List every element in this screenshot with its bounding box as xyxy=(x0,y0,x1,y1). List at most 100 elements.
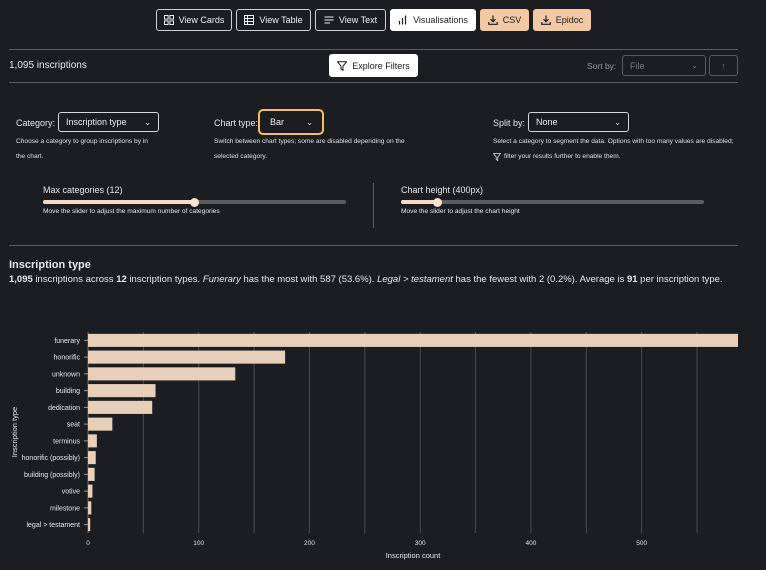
split-help-line: Select a category to segment the data. O… xyxy=(493,138,734,145)
bar-building-possibly[interactable] xyxy=(88,467,95,481)
x-tick-label: 0 xyxy=(86,540,90,547)
sort-direction-button[interactable]: ↑ xyxy=(709,55,738,76)
summary-average: 91 xyxy=(626,274,638,285)
y-tick-label: building xyxy=(56,388,80,395)
bar-legal-testament[interactable] xyxy=(88,518,91,532)
view-table-button[interactable]: View Table xyxy=(236,9,311,31)
split-value: None xyxy=(536,117,558,127)
chart-height-label: Chart height (400px) xyxy=(401,185,484,195)
chart-type-help-line: Switch between chart types; some are dis… xyxy=(214,138,405,145)
category-help-line: the chart. xyxy=(16,153,44,160)
category-value: Inscription type xyxy=(66,117,127,127)
chart-type-select[interactable]: Bar ⌄ xyxy=(262,112,321,132)
bar-honorific-possibly[interactable] xyxy=(88,451,96,465)
result-count: 1,095 inscriptions xyxy=(9,60,87,71)
bar-unknown[interactable] xyxy=(88,367,236,381)
chart-type-focus-ring xyxy=(258,109,324,135)
category-help-line: Choose a category to group inscriptions … xyxy=(16,138,148,145)
y-tick-label: terminus xyxy=(53,438,80,445)
view-cards-label: View Cards xyxy=(178,15,225,25)
bar-votive[interactable] xyxy=(88,484,93,498)
chevron-down-icon: ⌄ xyxy=(691,61,698,70)
summary-text: per inscription type. xyxy=(637,274,723,285)
divider xyxy=(9,82,738,83)
summary-text: has the fewest with 2 (0.2%). Average is xyxy=(452,274,627,285)
divider xyxy=(9,49,738,50)
view-text-button[interactable]: View Text xyxy=(315,9,386,31)
divider xyxy=(9,245,738,246)
x-tick-label: 400 xyxy=(526,540,537,547)
y-tick-labels: funerary honorific unknown building dedicati… xyxy=(22,338,88,529)
summary-total: 1,095 xyxy=(9,274,33,285)
chart-height-slider-fill xyxy=(401,200,438,204)
summary-types: 12 xyxy=(116,274,127,285)
bar-terminus[interactable] xyxy=(88,434,97,448)
filter-icon xyxy=(337,60,348,71)
view-table-label: View Table xyxy=(259,15,303,25)
summary-text: inscription types. xyxy=(126,274,203,285)
text-lines-icon xyxy=(324,16,334,24)
download-icon xyxy=(540,15,551,25)
chevron-down-icon: ⌄ xyxy=(144,117,151,127)
bar-seat[interactable] xyxy=(88,417,113,431)
y-tick-label: legal > testament xyxy=(26,522,80,529)
download-icon xyxy=(487,15,498,25)
max-categories-help: Move the slider to adjust the maximum nu… xyxy=(43,208,220,215)
view-text-label: View Text xyxy=(338,15,378,25)
view-cards-button[interactable]: View Cards xyxy=(156,9,232,31)
chart-type-label: Chart type: xyxy=(214,118,259,128)
slider-divider xyxy=(373,183,374,228)
y-tick-label: milestone xyxy=(50,505,80,512)
category-label: Category: xyxy=(16,118,56,128)
x-tick-label: 200 xyxy=(304,540,315,547)
split-help-line: filter your results further to enable th… xyxy=(493,149,733,164)
x-tick-label: 300 xyxy=(415,540,426,547)
y-tick-label: dedication xyxy=(48,405,80,412)
chart-type-help-line: selected category. xyxy=(214,153,268,160)
bar-dedication[interactable] xyxy=(88,400,153,414)
bar-funerary[interactable] xyxy=(88,333,738,347)
table-icon xyxy=(244,15,255,25)
grid-icon xyxy=(163,15,174,25)
csv-download-button[interactable]: CSV xyxy=(480,9,529,31)
visualisations-button[interactable]: Visualisations xyxy=(390,9,476,31)
explore-filters-label: Explore Filters xyxy=(352,60,410,71)
y-tick-label: unknown xyxy=(52,371,80,378)
x-tick-labels: 0 100 200 300 400 500 xyxy=(86,540,647,547)
max-categories-slider-fill xyxy=(43,200,195,204)
y-tick-label: funerary xyxy=(54,338,80,345)
y-tick-label: seat xyxy=(67,422,80,429)
epidoc-download-button[interactable]: Epidoc xyxy=(533,9,591,31)
bar-honorific[interactable] xyxy=(88,350,286,364)
max-categories-label: Max categories (12) xyxy=(43,185,123,195)
x-axis-title: Inscription count xyxy=(386,551,442,560)
chart-height-slider-thumb[interactable] xyxy=(432,197,442,207)
max-categories-slider[interactable] xyxy=(43,197,346,207)
category-select[interactable]: Inscription type ⌄ xyxy=(58,112,159,132)
split-select[interactable]: None ⌄ xyxy=(528,112,629,132)
visualisations-label: Visualisations xyxy=(413,15,468,25)
chart-type-help: Switch between chart types; some are dis… xyxy=(214,134,405,164)
chart-height-slider[interactable] xyxy=(401,197,704,207)
chevron-down-icon: ⌄ xyxy=(306,117,313,127)
summary-most-name: Funerary xyxy=(202,274,241,285)
y-tick-label: votive xyxy=(62,489,80,496)
y-axis-title: Inscription type xyxy=(10,407,19,457)
chart-grid xyxy=(87,332,698,533)
x-tick-label: 500 xyxy=(636,540,647,547)
chart-section-title: Inscription type xyxy=(9,259,91,271)
max-categories-slider-thumb[interactable] xyxy=(190,197,199,207)
x-tick-label: 100 xyxy=(193,540,204,547)
chart-bars xyxy=(88,333,738,532)
split-label: Split by: xyxy=(493,118,526,128)
sort-select[interactable]: File ⌄ xyxy=(622,55,706,76)
split-help: Select a category to segment the data. O… xyxy=(493,134,733,164)
summary-text: inscriptions across xyxy=(32,274,117,285)
chart-type-value: Bar xyxy=(270,117,285,127)
sort-value: File xyxy=(630,60,645,71)
bar-building[interactable] xyxy=(88,384,156,398)
arrow-up-icon: ↑ xyxy=(721,60,726,71)
explore-filters-button[interactable]: Explore Filters xyxy=(329,54,418,77)
bar-milestone[interactable] xyxy=(88,501,92,515)
y-tick-label: building (possibly) xyxy=(24,472,80,479)
